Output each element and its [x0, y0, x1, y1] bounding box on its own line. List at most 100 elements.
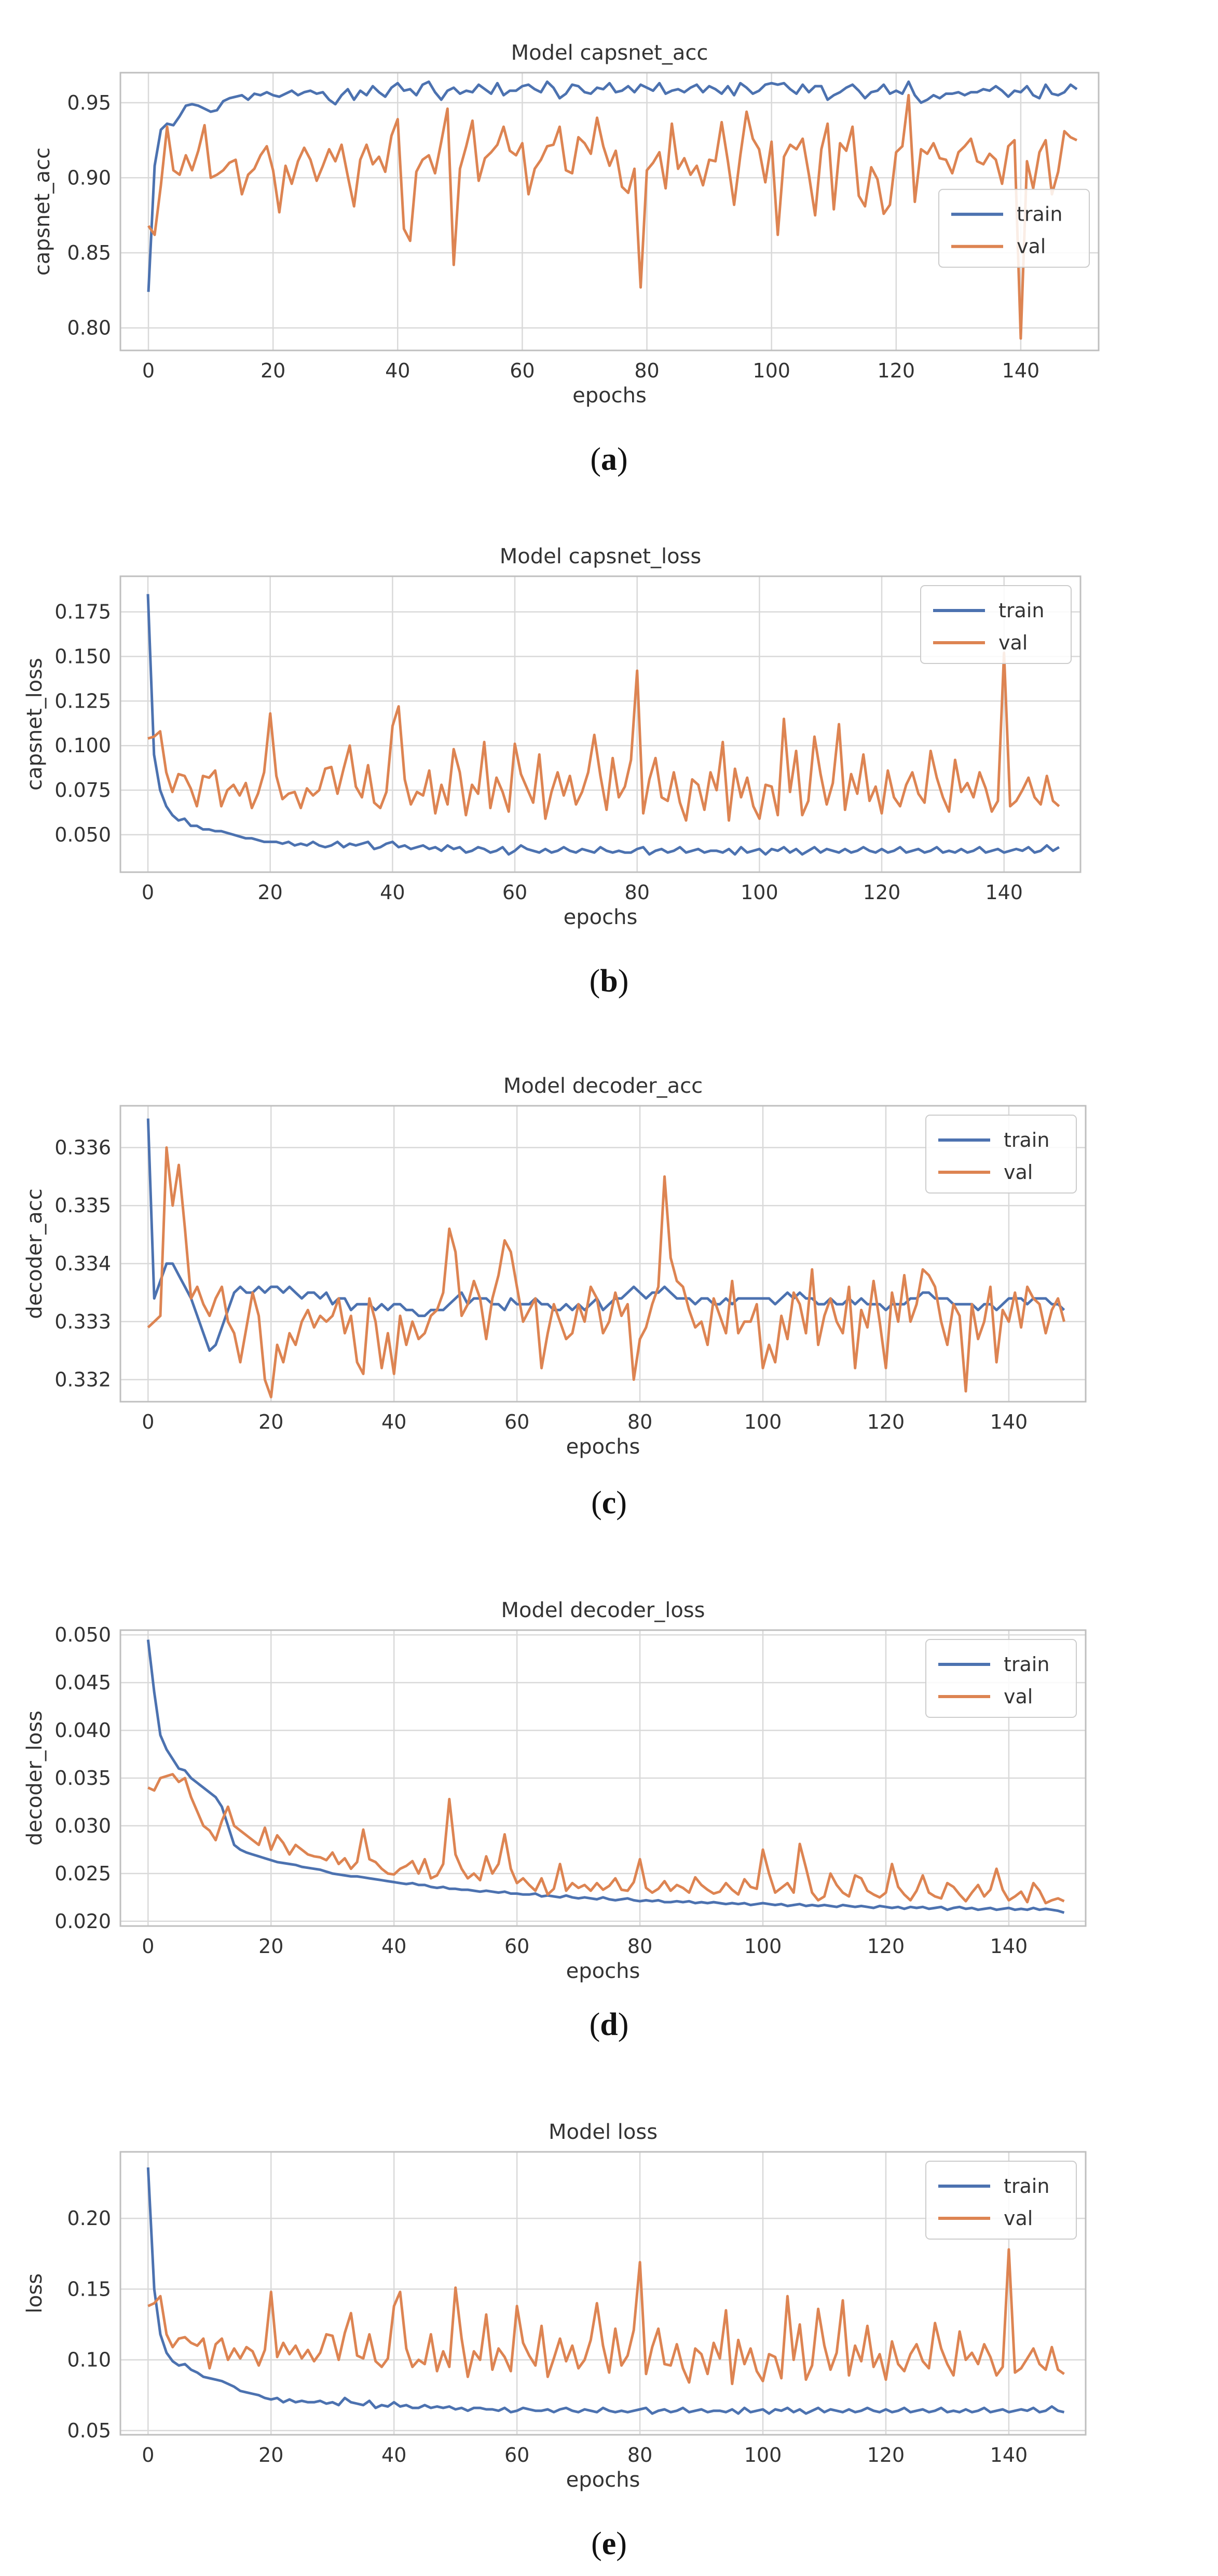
x-tick-label: 120	[878, 359, 915, 382]
chart-title: Model decoder_loss	[501, 1598, 705, 1622]
y-tick-label: 0.10	[67, 2349, 111, 2371]
series-line-val	[147, 652, 1060, 822]
plot-frame	[119, 575, 1082, 873]
y-tick-label: 0.95	[67, 91, 111, 114]
legend-label-val: val	[1004, 2207, 1033, 2230]
legend-label-val: val	[1017, 235, 1046, 258]
x-tick-label: 40	[381, 1411, 406, 1433]
caption-letter-a: a	[601, 442, 617, 477]
y-tick-label: 0.020	[54, 1910, 111, 1933]
x-tick-label: 0	[142, 1411, 154, 1433]
y-tick-label: 0.030	[54, 1814, 111, 1837]
legend: train val	[925, 1115, 1077, 1194]
legend-label-train: train	[1004, 1129, 1049, 1151]
y-tick-label: 0.333	[54, 1310, 111, 1333]
legend-box	[925, 2161, 1077, 2240]
x-axis-label: epochs	[572, 384, 647, 408]
caption-letter-c: c	[601, 1485, 617, 1521]
caption-letter-e: e	[601, 2526, 617, 2561]
y-tick-label: 0.045	[54, 1671, 111, 1694]
x-tick-label: 20	[258, 1935, 283, 1958]
x-tick-label: 40	[385, 359, 410, 382]
y-tick-label: 0.050	[54, 823, 111, 846]
series-line-train	[146, 1118, 1065, 1352]
legend-label-train: train	[1017, 203, 1062, 226]
caption-c: (c)	[591, 1485, 627, 1521]
y-tick-label: 0.332	[54, 1368, 111, 1391]
x-tick-label: 20	[258, 881, 283, 904]
x-tick-label: 20	[258, 2444, 283, 2466]
y-axis-label: decoder_loss	[23, 1711, 47, 1846]
x-tick-label: 120	[867, 2444, 905, 2466]
caption-a: (a)	[590, 442, 628, 477]
x-tick-label: 40	[381, 2444, 406, 2466]
x-tick-label: 120	[867, 1935, 905, 1958]
y-axis-label: capsnet_loss	[23, 658, 47, 791]
x-tick-label: 100	[744, 2444, 782, 2466]
y-axis-label: decoder_acc	[23, 1188, 47, 1319]
legend-label-val: val	[1004, 1685, 1033, 1708]
y-tick-label: 0.075	[54, 779, 111, 802]
series-line-val	[147, 1146, 1065, 1399]
x-tick-label: 100	[744, 1411, 782, 1433]
legend-box	[925, 1639, 1077, 1718]
x-tick-label: 60	[502, 881, 527, 904]
x-tick-label: 80	[625, 881, 650, 904]
legend-label-train: train	[1004, 1653, 1049, 1676]
legend-label-train: train	[998, 599, 1044, 622]
plot-frame	[119, 1629, 1087, 1927]
x-tick-label: 120	[867, 1411, 905, 1433]
caption-d: (d)	[589, 2007, 629, 2042]
legend-label-val: val	[998, 631, 1028, 654]
legend: train val	[920, 585, 1072, 664]
series-group	[147, 80, 1078, 340]
plot-area	[120, 73, 1099, 350]
legend-box	[925, 1115, 1077, 1194]
y-axis-label: loss	[23, 2273, 47, 2313]
y-tick-label: 0.334	[54, 1252, 111, 1275]
chart-capsnet-loss: 0 20 40 60 80 100 120 140 0.050 0.075 0.100 0.125 0.…	[23, 545, 1082, 929]
x-tick-label: 100	[752, 359, 790, 382]
y-tick-label: 0.035	[54, 1767, 111, 1789]
chart-decoder-loss: 0 20 40 60 80 100 120 140 0.020 0.025 0.030 0.035 0.…	[23, 1598, 1087, 1983]
series-line-train	[147, 80, 1078, 292]
y-axis-label: capsnet_acc	[31, 147, 54, 276]
x-axis-label: epochs	[564, 905, 638, 929]
x-tick-label: 100	[741, 881, 778, 904]
y-tick-label: 0.336	[54, 1136, 111, 1159]
chart-loss: 0 20 40 60 80 100 120 140 0.05 0.10 0.15 0.20 Model …	[23, 2120, 1087, 2492]
caption-e: (e)	[591, 2526, 627, 2561]
legend: train val	[925, 1639, 1077, 1718]
y-tick-label: 0.040	[54, 1719, 111, 1742]
x-tick-label: 20	[261, 359, 285, 382]
series-line-train	[146, 594, 1060, 856]
x-tick-label: 0	[142, 881, 154, 904]
caption-letter-b: b	[600, 964, 618, 999]
plot-frame	[119, 72, 1100, 351]
series-line-val	[147, 2248, 1065, 2385]
series-group	[146, 594, 1060, 856]
x-axis-label: epochs	[566, 2468, 640, 2492]
plot-frame	[119, 2151, 1087, 2436]
legend-label-val: val	[1004, 1161, 1033, 1184]
legend: train val	[938, 188, 1090, 268]
chart-title: Model capsnet_loss	[500, 545, 701, 568]
legend-box	[920, 585, 1072, 664]
series-group	[146, 1118, 1065, 1399]
y-tick-label: 0.80	[67, 317, 111, 340]
x-tick-label: 80	[627, 2444, 652, 2466]
chart-title: Model capsnet_acc	[511, 41, 708, 65]
x-tick-label: 40	[381, 1935, 406, 1958]
y-tick-label: 0.85	[67, 241, 111, 264]
x-tick-label: 60	[504, 2444, 529, 2466]
x-tick-label: 0	[142, 1935, 154, 1958]
legend-label-train: train	[1004, 2175, 1049, 2198]
y-tick-label: 0.150	[54, 645, 111, 668]
y-tick-label: 0.100	[54, 734, 111, 757]
legend-box	[938, 188, 1090, 268]
y-tick-label: 0.15	[67, 2277, 111, 2300]
chart-title: Model decoder_acc	[503, 1074, 703, 1098]
x-tick-label: 60	[504, 1935, 529, 1958]
y-tick-label: 0.20	[67, 2207, 111, 2230]
